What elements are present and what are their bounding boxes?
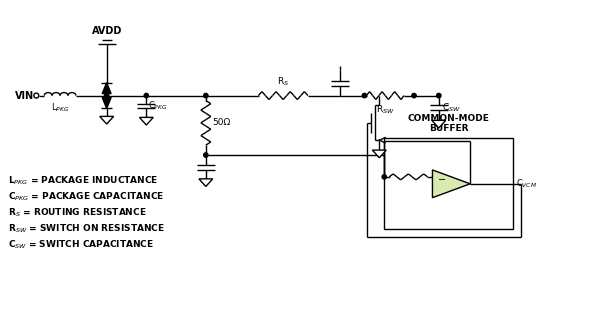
Polygon shape [432,120,446,128]
Circle shape [203,153,208,157]
Circle shape [382,175,386,179]
Text: VIN: VIN [14,90,34,100]
Text: R$_S$ = ROUTING RESISTANCE: R$_S$ = ROUTING RESISTANCE [8,207,146,219]
Polygon shape [139,117,153,125]
Text: R$_S$: R$_S$ [277,75,289,88]
Circle shape [144,93,149,98]
Circle shape [362,93,367,98]
Text: COMMON-MODE
BUFFER: COMMON-MODE BUFFER [408,114,490,133]
Text: R$_{SW}$: R$_{SW}$ [376,103,395,116]
Text: C$_{PKG}$: C$_{PKG}$ [148,99,168,112]
Polygon shape [373,150,386,158]
Circle shape [203,93,208,98]
Circle shape [437,93,441,98]
Text: R$_{SW}$ = SWITCH ON RESISTANCE: R$_{SW}$ = SWITCH ON RESISTANCE [8,223,164,235]
Polygon shape [102,83,111,94]
Circle shape [104,93,109,98]
Text: C$_{SW}$ = SWITCH CAPACITANCE: C$_{SW}$ = SWITCH CAPACITANCE [8,238,154,251]
Text: C$_{SW}$: C$_{SW}$ [442,101,461,114]
Text: C$_{VCM}$: C$_{VCM}$ [516,178,537,190]
Text: AVDD: AVDD [91,26,122,36]
Circle shape [412,93,416,98]
Text: L$_{PKG}$: L$_{PKG}$ [51,101,69,114]
FancyBboxPatch shape [384,138,513,229]
Polygon shape [433,170,470,198]
Polygon shape [199,179,213,186]
Polygon shape [102,98,111,109]
Text: 50Ω: 50Ω [213,118,231,127]
Text: −: − [438,175,446,185]
Text: L$_{PKG}$ = PACKAGE INDUCTANCE: L$_{PKG}$ = PACKAGE INDUCTANCE [8,175,158,187]
Polygon shape [100,116,113,124]
Text: C$_{PKG}$ = PACKAGE CAPACITANCE: C$_{PKG}$ = PACKAGE CAPACITANCE [8,191,164,203]
